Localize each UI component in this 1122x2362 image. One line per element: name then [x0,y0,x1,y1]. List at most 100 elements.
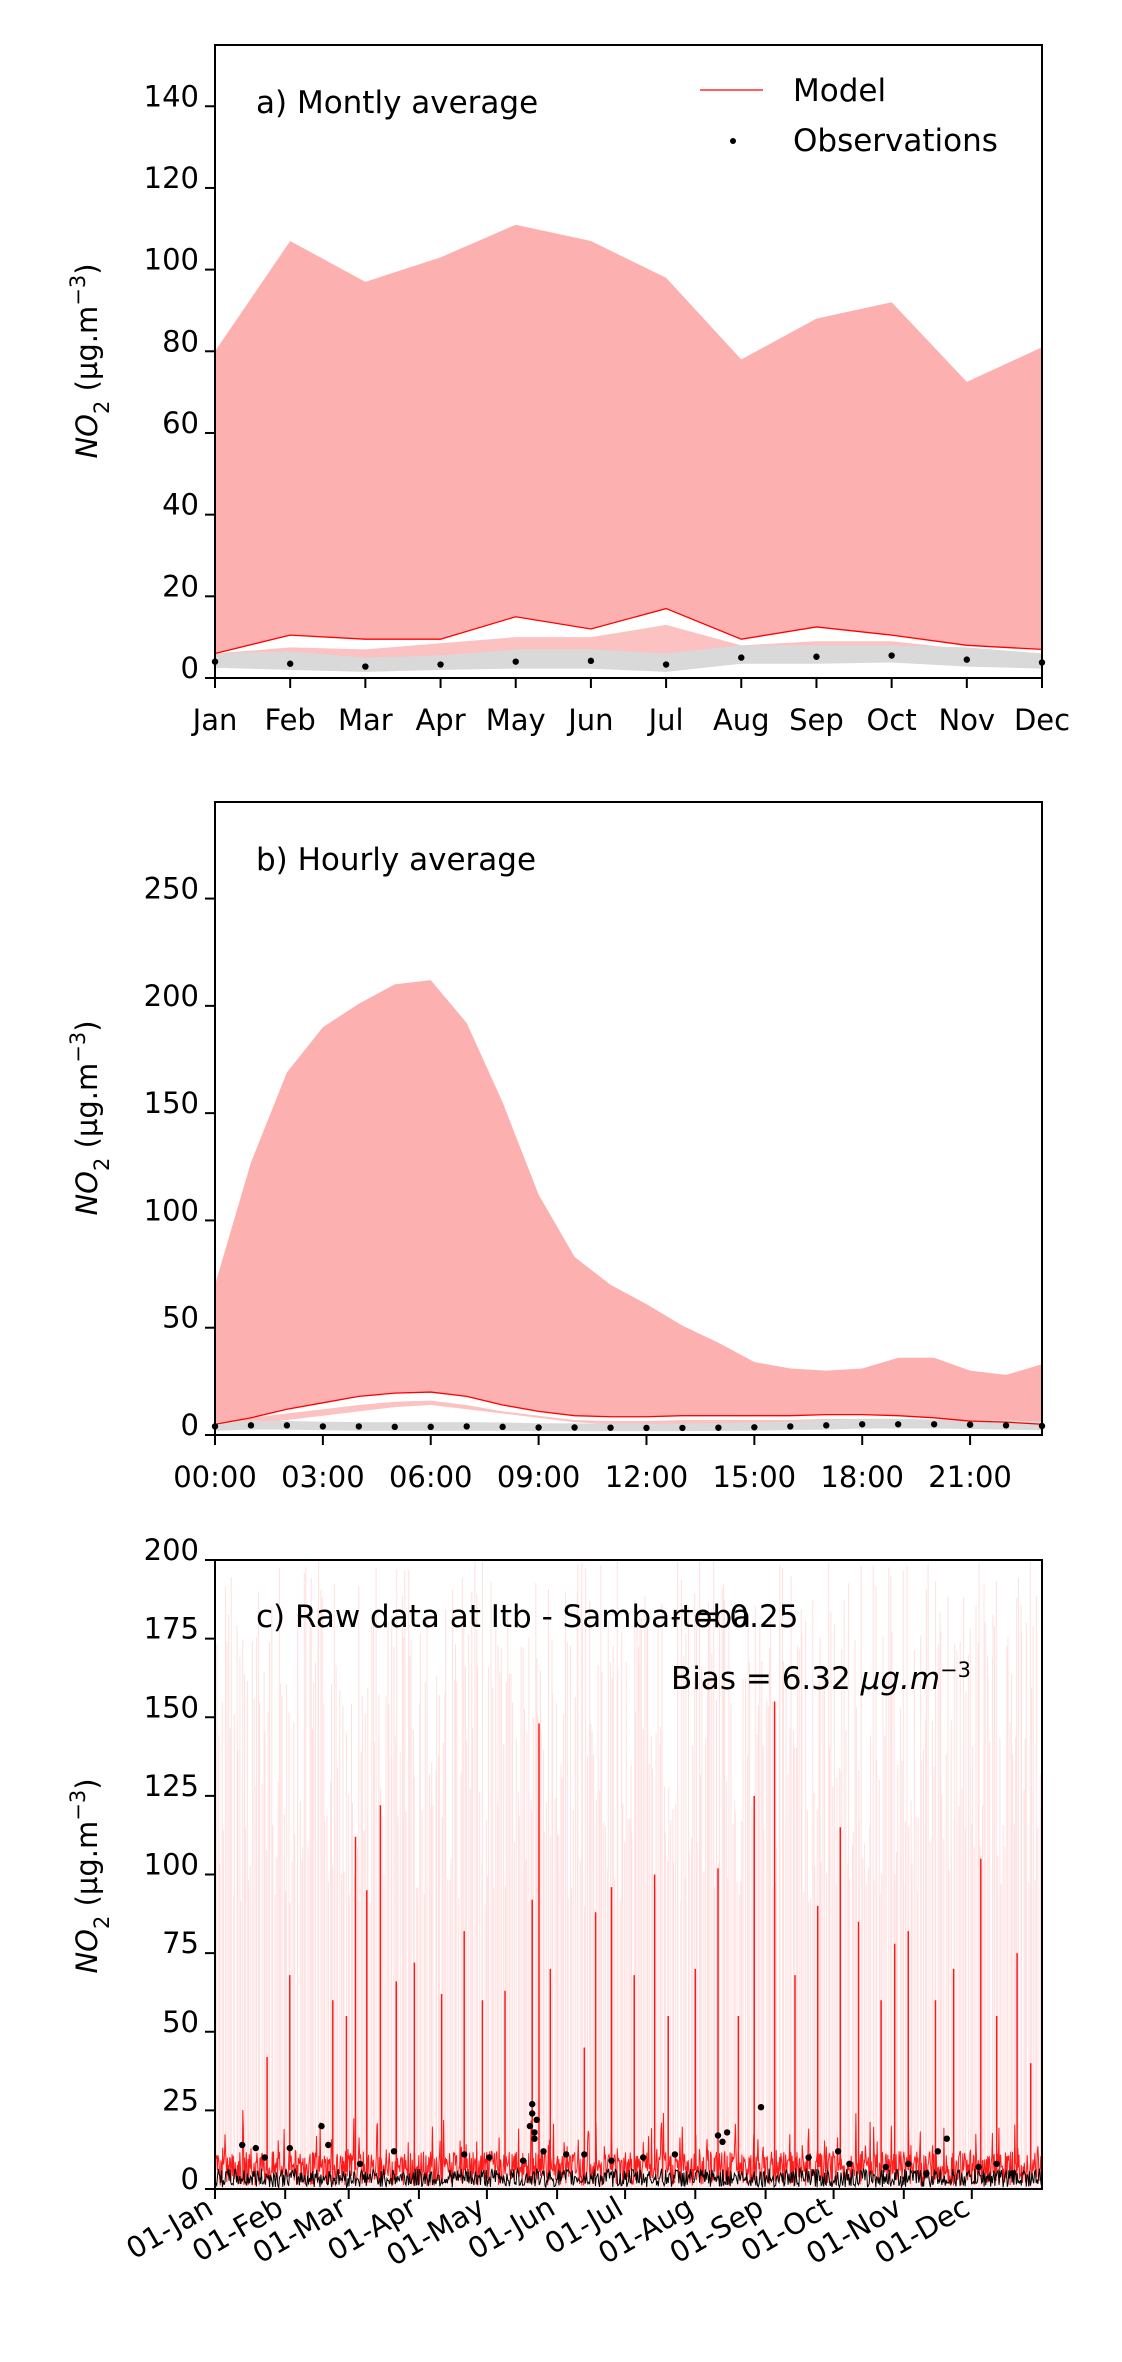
x-tick-label: 06:00 [389,1460,473,1494]
observation-point [437,661,444,668]
panel-a-y-ticks: 0 20 40 60 80 100 120 140 [144,79,215,685]
observation-point [943,2135,950,2142]
x-tick-label: May [486,703,546,737]
observation-point [461,2151,468,2158]
observation-point [519,2157,527,2164]
observation-point [757,2104,765,2111]
panel-b-data [211,980,1046,1432]
x-tick-label: 00:00 [173,1460,257,1494]
observation-point [679,1424,686,1432]
y-tick-label: 200 [144,979,199,1013]
observation-point [834,2148,842,2155]
observation-point [934,2148,941,2155]
panel-b-title: b) Hourly average [256,842,536,878]
observation-point [640,2154,647,2161]
observations-band [215,645,1042,672]
observation-point [714,2132,722,2139]
x-tick-label: Jul [647,703,684,737]
panel-a-data [211,224,1046,672]
observation-point [325,2141,332,2149]
observation-point [643,1424,650,1432]
observation-point [930,1421,938,1428]
observation-point [1002,1422,1010,1429]
y-tick-label: 150 [144,1086,199,1120]
x-tick-label: 03:00 [281,1460,365,1494]
observation-point [719,2138,726,2145]
model-line [214,1391,1043,1425]
x-tick-label: Apr [415,703,465,737]
panel-b-x-ticks: 00:00 03:00 06:00 09:00 12:00 15:00 18:00 21:00 [173,1435,1012,1494]
observation-point [286,660,294,667]
y-tick-label: 25 [162,2083,199,2117]
y-tick-label: 0 [181,651,199,685]
observation-point [993,2160,1000,2167]
observation-point [531,2129,538,2136]
y-tick-label: 100 [144,243,199,277]
observation-point [390,2148,398,2155]
observation-point [662,661,670,668]
observation-point [607,1424,614,1431]
y-tick-label: 75 [162,1926,199,1960]
observation-point [738,654,745,661]
observation-point [362,663,369,670]
observation-point [540,2148,547,2155]
y-tick-label: 0 [181,1408,199,1442]
x-tick-label: 09:00 [497,1460,581,1494]
y-tick-label: 20 [162,569,199,603]
y-tick-label: 100 [144,1193,199,1227]
observation-point [526,2122,534,2130]
observation-point [529,2100,536,2108]
observation-point [813,653,820,660]
observation-point [671,2151,679,2158]
x-tick-label: Mar [338,703,393,737]
observation-point [286,2144,293,2152]
observation-point [888,652,895,659]
x-tick-label: 21:00 [928,1460,1012,1494]
x-tick-label: Jun [566,703,613,737]
panel-hourly-average: 0 50 100 150 200 250 00:00 03:00 06:00 09:00 12:0… [66,801,1046,1494]
observation-point [805,2154,812,2161]
panel-a-frame [214,44,1043,679]
model-spread-band [215,224,1042,654]
x-tick-label: Nov [939,703,996,737]
x-tick-label: 15:00 [713,1460,797,1494]
observation-point [894,1421,902,1428]
x-tick-label: Sep [789,703,844,737]
y-tick-label: 250 [144,872,199,906]
x-tick-label: Dec [1014,703,1070,737]
observation-point [533,2116,540,2123]
observation-point [486,2154,493,2161]
model-line [214,607,1043,655]
panel-c-bias-label: Bias = 6.32 µg.m−3 [671,1658,971,1697]
observation-point [966,1421,974,1428]
observation-point [1009,2170,1016,2177]
observation-point [581,2151,588,2158]
panel-b-y-axis-label: NO2 (µg.m−3) [66,1020,114,1215]
observation-point [723,2129,731,2136]
y-tick-label: 200 [144,1533,199,1567]
observations-series-line [214,2166,1043,2190]
x-tick-label: Feb [265,703,316,737]
observation-point [239,2141,246,2149]
observation-point [427,1423,434,1431]
observation-point [859,1421,866,1428]
panel-a-x-ticks: Jan Feb Mar Apr May Jun Jul Aug Sep Oct Nov Dec [191,678,1070,737]
y-tick-label: 50 [162,2005,199,2039]
x-tick-label: 18:00 [820,1460,904,1494]
y-tick-label: 60 [162,406,199,440]
panel-c-y-ticks: 0 25 50 75 100 125 150 175 200 [144,1533,215,2196]
x-tick-label: Oct [867,703,917,737]
legend-observations-marker [730,138,736,144]
panel-b-y-ticks: 0 50 100 150 200 250 [144,872,215,1442]
panel-raw-data: 0 25 50 75 100 125 150 175 200 01-Jan01-Feb01-Ma… [66,1533,1043,2273]
y-tick-label: 175 [144,1612,199,1646]
y-tick-label: 0 [181,2162,199,2196]
model-spread-lines [215,1560,1042,2189]
observation-point [587,657,595,665]
model-spread-band [215,980,1042,1425]
y-tick-label: 40 [162,488,199,522]
legend: Model Observations [700,73,998,159]
observation-point [512,658,519,665]
panel-a-y-axis-label: NO2 (µg.m−3) [66,263,114,458]
